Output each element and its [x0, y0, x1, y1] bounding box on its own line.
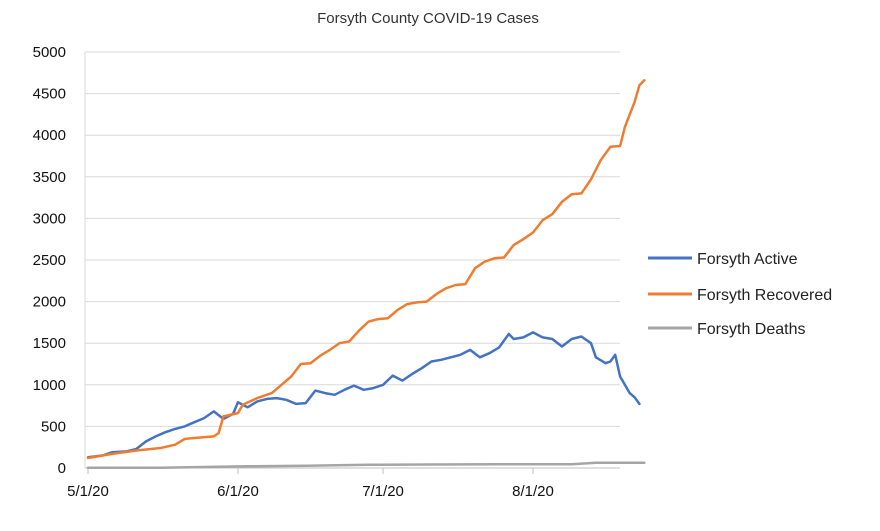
y-tick-label: 2500	[33, 252, 66, 269]
y-tick-label: 500	[41, 418, 66, 435]
legend-entry-3: Forsyth Deaths	[697, 321, 805, 338]
legend-entry-1: Forsyth Active	[697, 251, 798, 268]
y-tick-label: 3500	[33, 169, 66, 186]
y-tick-label: 5000	[33, 44, 66, 61]
legend: Forsyth Active Forsyth Recovered Forsyth D…	[648, 251, 832, 338]
y-tick-label: 0	[58, 460, 66, 477]
y-tick-label: 4000	[33, 127, 66, 144]
gridlines	[85, 51, 620, 427]
y-tick-label: 4500	[33, 86, 66, 103]
series-line-3	[86, 461, 646, 470]
y-tick-label: 2000	[33, 294, 66, 311]
legend-entry-2: Forsyth Recovered	[697, 287, 832, 304]
y-tick-label: 1500	[33, 335, 66, 352]
y-tick-label: 3000	[33, 210, 66, 227]
y-axis-ticks: 0 500 1000 1500 2000 2500 3000 3500 4000 4500 5000	[33, 44, 66, 477]
series-lines	[86, 79, 646, 470]
x-tick-label: 6/1/20	[217, 483, 259, 500]
x-tick-label: 7/1/20	[362, 483, 404, 500]
x-axis-ticks: 5/1/20 6/1/20 7/1/20 8/1/20	[67, 468, 554, 500]
x-tick-label: 5/1/20	[67, 483, 109, 500]
y-tick-label: 1000	[33, 377, 66, 394]
x-tick-label: 8/1/20	[512, 483, 554, 500]
chart-title: Forsyth County COVID-19 Cases	[317, 10, 539, 27]
series-line-1	[86, 331, 641, 459]
series-line-2	[86, 79, 646, 460]
